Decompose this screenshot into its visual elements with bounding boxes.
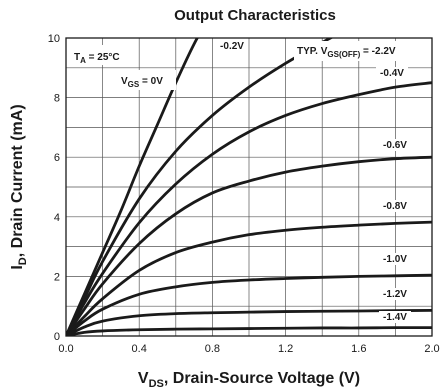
series-line-5 [66,220,432,336]
x-axis-label-main: V [138,370,149,387]
series-lines [66,38,432,336]
x-tick-label: 2.0 [424,343,439,355]
tick-labels: 0.0 0.4 0.8 1.2 1.6 2.0 0 2 4 6 8 10 [48,33,440,355]
series-line-8 [66,326,432,336]
series-line-7 [66,308,432,336]
y-axis-label: ID, Drain Current (mA) [9,104,29,269]
x-axis-label: VDS, Drain-Source Voltage (V) [138,370,360,390]
curve-label: -0.6V [383,140,407,151]
curve-label: -0.8V [383,201,407,212]
y-tick-label: 8 [54,93,60,105]
typ-sub: GS(OFF) [327,50,360,59]
x-tick-label: 1.2 [278,343,293,355]
svg-text:VGS = 0V: VGS = 0V [121,76,163,89]
x-tick-label: 0.0 [58,343,73,355]
ta-rest: = 25°C [86,52,120,63]
x-tick-label: 0.8 [205,343,220,355]
y-tick-label: 10 [48,33,60,45]
curve-label-bg [379,139,411,151]
annotation-vgs: VGS = 0V [118,70,176,90]
series-line-4 [66,155,432,336]
curve-label-bg [379,311,411,323]
curve-label-bg [216,40,248,52]
curve-label: -0.2V [220,41,244,52]
curve-label-bg [379,253,411,265]
y-tick-label: 2 [54,271,60,283]
curve-label: -1.2V [383,289,407,300]
typ-rest: = -2.2V [360,46,396,57]
x-axis-label-rest: , Drain-Source Voltage (V) [164,370,360,387]
curve-label: -1.4V [383,312,407,323]
grid [66,38,432,336]
curve-label-bg [379,288,411,300]
vgs-main: V [121,76,128,87]
series-line-3 [66,81,432,336]
curve-label-bg [376,67,408,79]
ta-sub: A [80,56,86,65]
series-line-1 [66,38,199,336]
curve-labels: -0.2V -0.4V -0.6V -0.8V -1.0V -1.2V -1.4V [216,40,411,323]
y-tick-label: 0 [54,331,60,343]
y-axis-label-sub: D [17,257,29,265]
y-tick-label: 6 [54,152,60,164]
chart-title: Output Characteristics [174,7,336,24]
annotation-typ: TYP. VGS(OFF) = -2.2V [294,41,426,61]
y-tick-label: 4 [54,212,60,224]
ta-main: T [74,52,80,63]
curve-label: -0.4V [380,68,404,79]
x-tick-label: 0.4 [132,343,147,355]
curve-label: -1.0V [383,254,407,265]
vgs-sub: GS [128,80,140,89]
svg-text:TYP. VGS(OFF) = -2.2V: TYP. VGS(OFF) = -2.2V [297,46,396,59]
x-axis-label-sub: DS [149,378,164,390]
curve-label-bg [379,200,411,212]
annotation-ta: TA = 25°C [70,45,138,65]
series-line-6 [66,273,432,336]
x-tick-label: 1.6 [351,343,366,355]
svg-text:TA = 25°C: TA = 25°C [74,52,120,65]
typ-main: TYP. V [297,46,328,57]
y-axis-label-main: I [9,265,26,269]
plot-frame [65,37,433,337]
y-axis-label-rest: , Drain Current (mA) [9,104,26,257]
vgs-rest: = 0V [139,76,163,87]
